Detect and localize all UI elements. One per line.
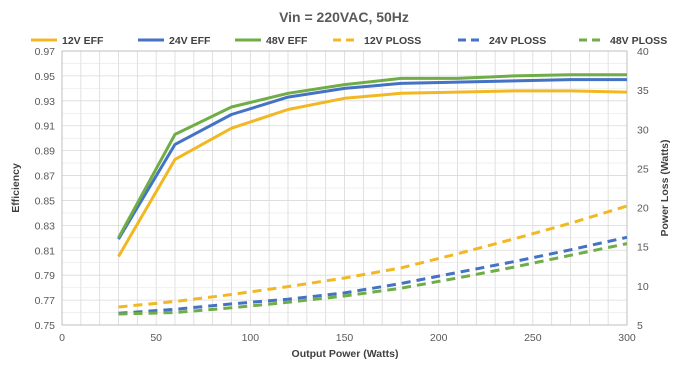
series-group bbox=[117, 73, 628, 316]
y-right-tick-label: 40 bbox=[637, 46, 649, 58]
x-tick-label: 100 bbox=[242, 332, 260, 344]
legend-label: 24V PLOSS bbox=[489, 35, 546, 47]
y-right-tick-label: 5 bbox=[637, 320, 643, 332]
series-line-48v-ploss bbox=[118, 242, 628, 316]
legend-label: 48V EFF bbox=[266, 35, 308, 47]
y-left-tick-label: 0.91 bbox=[35, 121, 56, 133]
y-left-tick-label: 0.75 bbox=[35, 320, 56, 332]
x-tick-label: 150 bbox=[336, 332, 354, 344]
y-left-tick-label: 0.93 bbox=[35, 96, 56, 108]
y-left-tick-label: 0.97 bbox=[35, 46, 56, 58]
y-right-tick-label: 35 bbox=[637, 85, 649, 97]
y-left-axis-ticks: 0.75 0.77 0.79 0.81 0.83 0.85 0.87 0.89 0.91 0.93… bbox=[35, 46, 56, 332]
plot-area-border bbox=[61, 50, 628, 326]
y-right-tick-label: 30 bbox=[637, 124, 649, 136]
legend-label: 12V EFF bbox=[62, 35, 104, 47]
y-left-tick-label: 0.89 bbox=[35, 146, 56, 158]
y-left-tick-label: 0.83 bbox=[35, 220, 56, 232]
x-tick-label: 200 bbox=[430, 332, 448, 344]
x-axis-ticks: 0 50 100 150 200 250 300 bbox=[59, 332, 636, 344]
y-left-tick-label: 0.79 bbox=[35, 270, 56, 282]
y-left-tick-label: 0.77 bbox=[35, 295, 56, 307]
y-right-tick-label: 20 bbox=[637, 203, 649, 215]
series-line-24v-eff bbox=[117, 78, 627, 240]
y-left-tick-label: 0.81 bbox=[35, 245, 56, 257]
y-left-tick-label: 0.95 bbox=[35, 71, 56, 83]
plot-frame bbox=[61, 50, 628, 326]
y-right-axis-title: Power Loss (Watts) bbox=[659, 139, 671, 236]
legend-label: 24V EFF bbox=[169, 35, 211, 47]
x-tick-label: 50 bbox=[150, 332, 162, 344]
y-left-axis-title: Efficiency bbox=[10, 163, 22, 213]
y-right-tick-label: 15 bbox=[637, 242, 649, 254]
y-right-axis-ticks: 5 10 15 20 25 30 35 40 bbox=[637, 46, 649, 332]
chart-title: Vin = 220VAC, 50Hz bbox=[279, 9, 409, 25]
y-left-tick-label: 0.87 bbox=[35, 171, 56, 183]
x-axis-title: Output Power (Watts) bbox=[292, 348, 399, 360]
series-line-12v-ploss bbox=[118, 204, 628, 309]
y-right-tick-label: 10 bbox=[637, 281, 649, 293]
x-tick-label: 300 bbox=[618, 332, 636, 344]
y-left-tick-label: 0.85 bbox=[35, 195, 56, 207]
legend-label: 12V PLOSS bbox=[364, 35, 421, 47]
x-tick-label: 250 bbox=[524, 332, 542, 344]
series-line-12v-eff bbox=[117, 89, 628, 258]
legend: 12V EFF 24V EFF 48V EFF 12V PLOSS 24V PLOSS 4… bbox=[31, 35, 667, 47]
series-line-24v-ploss bbox=[118, 235, 628, 315]
x-tick-label: 0 bbox=[59, 332, 65, 344]
series-line-48v-eff bbox=[117, 73, 627, 239]
legend-label: 48V PLOSS bbox=[610, 35, 667, 47]
y-right-tick-label: 25 bbox=[637, 163, 649, 175]
